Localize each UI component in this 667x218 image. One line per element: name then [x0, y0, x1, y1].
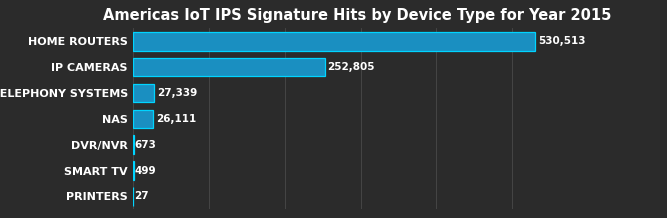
Bar: [133, 32, 535, 51]
Bar: [133, 84, 154, 102]
Title: Americas IoT IPS Signature Hits by Device Type for Year 2015: Americas IoT IPS Signature Hits by Devic…: [103, 8, 611, 23]
Text: 499: 499: [134, 165, 156, 175]
Text: 530,513: 530,513: [538, 36, 586, 46]
Text: 27,339: 27,339: [157, 88, 197, 98]
Text: 27: 27: [134, 191, 149, 201]
Bar: [133, 109, 153, 128]
Bar: [133, 58, 325, 77]
Text: 26,111: 26,111: [156, 114, 196, 124]
Text: 252,805: 252,805: [327, 62, 375, 72]
Text: 673: 673: [135, 140, 156, 150]
